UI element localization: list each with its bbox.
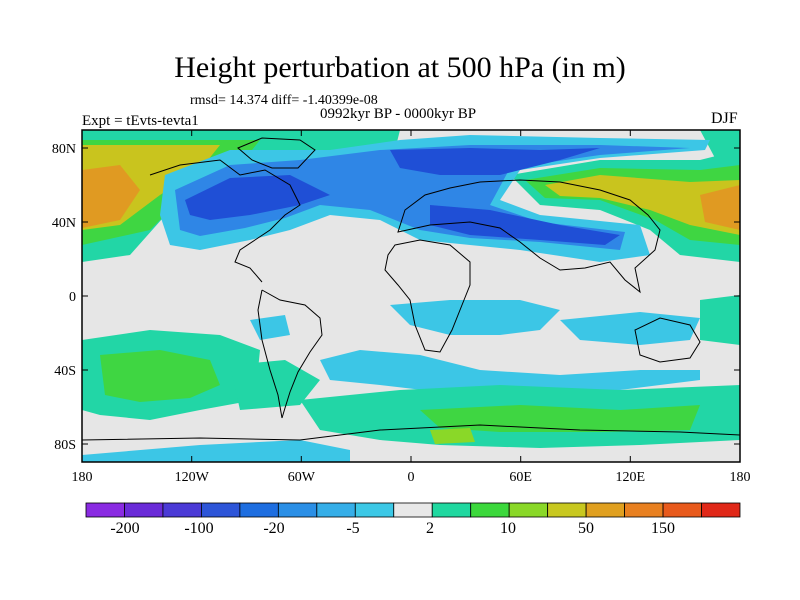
plot-title: Height perturbation at 500 hPa (in m) bbox=[174, 51, 626, 84]
positive-blob-sh-east bbox=[700, 295, 740, 345]
lat-tick-labels: 80N 40N 0 40S 80S bbox=[52, 142, 76, 453]
colorbar-label: 10 bbox=[500, 520, 516, 537]
lat-tick-label: 80N bbox=[52, 142, 76, 157]
colorbar-swatch bbox=[508, 502, 549, 518]
colorbar-swatch bbox=[547, 502, 587, 518]
coast-north-america bbox=[149, 159, 301, 283]
colorbar-swatch bbox=[85, 502, 125, 518]
colorbar-swatch bbox=[316, 502, 356, 518]
colorbar-label: 2 bbox=[426, 520, 434, 537]
negative-core-asia bbox=[430, 205, 620, 245]
positive-core-sh-south bbox=[420, 405, 700, 432]
colorbar-swatch bbox=[277, 502, 318, 518]
colorbar-label: 50 bbox=[578, 520, 594, 537]
lon-tick-label: 60W bbox=[288, 470, 316, 485]
colorbar-swatch bbox=[393, 502, 433, 518]
height-field bbox=[82, 130, 740, 462]
colorbar-swatch bbox=[201, 502, 241, 518]
negative-blob-indian bbox=[560, 312, 700, 345]
lat-tick-label: 40N bbox=[52, 216, 76, 231]
colorbar-swatch bbox=[624, 502, 664, 518]
coast-south-america-west bbox=[257, 289, 283, 419]
lon-tick-label: 60E bbox=[509, 470, 532, 485]
coast-eurasia bbox=[397, 179, 661, 294]
lat-tick-marks bbox=[82, 147, 740, 445]
coast-south-america-east bbox=[261, 289, 323, 419]
colorbar-swatch bbox=[662, 502, 702, 518]
lon-tick-label: 180 bbox=[730, 470, 751, 485]
negative-trough-mid bbox=[175, 145, 690, 250]
colorbar-swatch bbox=[354, 502, 395, 518]
colorbar bbox=[85, 502, 741, 518]
colorbar-swatch bbox=[162, 502, 202, 518]
coast-antarctica bbox=[81, 424, 741, 441]
experiment-label: Expt = tEvts-tevta1 bbox=[82, 113, 199, 129]
negative-band-antarctic bbox=[82, 440, 350, 462]
lon-tick-label: 120E bbox=[616, 470, 646, 485]
positive-max-sh-south bbox=[430, 428, 475, 444]
positive-corner-ne bbox=[700, 130, 740, 160]
negative-core-na bbox=[185, 175, 330, 220]
negative-core-arctic bbox=[390, 148, 600, 175]
lat-tick-label: 0 bbox=[69, 290, 76, 305]
colorbar-label: -100 bbox=[184, 520, 213, 537]
negative-blob-southatlantic bbox=[390, 300, 560, 335]
colorbar-swatch bbox=[585, 502, 625, 518]
positive-max-east bbox=[700, 185, 740, 230]
lon-tick-labels: 180 120W 60W 0 60E 120E 180 bbox=[72, 470, 751, 485]
positive-max-nw bbox=[82, 165, 140, 228]
colorbar-label: 150 bbox=[651, 520, 675, 537]
period-label: 0992kyr BP - 0000kyr BP bbox=[320, 106, 477, 122]
coast-africa bbox=[384, 239, 471, 353]
stats-annotation: rmsd= 14.374 diff= -1.40399e-08 bbox=[190, 93, 378, 108]
lon-tick-marks bbox=[81, 130, 741, 462]
colorbar-label: -20 bbox=[263, 520, 284, 537]
lon-tick-label: 0 bbox=[408, 470, 415, 485]
colorbar-labels: -200 -100 -20 -5 2 10 50 150 bbox=[110, 520, 675, 537]
lon-tick-label: 180 bbox=[72, 470, 93, 485]
season-label: DJF bbox=[711, 110, 738, 127]
colorbar-swatch bbox=[470, 502, 510, 518]
lon-tick-label: 120W bbox=[175, 470, 210, 485]
colorbar-swatch bbox=[124, 502, 164, 518]
coast-australia bbox=[634, 317, 701, 363]
lat-tick-label: 80S bbox=[54, 438, 76, 453]
positive-core-east bbox=[545, 175, 740, 235]
colorbar-swatch bbox=[431, 502, 472, 518]
coastlines bbox=[81, 137, 741, 441]
colorbar-label: -200 bbox=[110, 520, 139, 537]
colorbar-swatch bbox=[239, 502, 279, 518]
positive-core-sh-west bbox=[100, 350, 220, 402]
lat-tick-label: 40S bbox=[54, 364, 76, 379]
colorbar-label: -5 bbox=[346, 520, 359, 537]
colorbar-swatch bbox=[701, 502, 741, 518]
negative-band-south bbox=[320, 350, 700, 392]
coast-greenland bbox=[237, 137, 316, 169]
